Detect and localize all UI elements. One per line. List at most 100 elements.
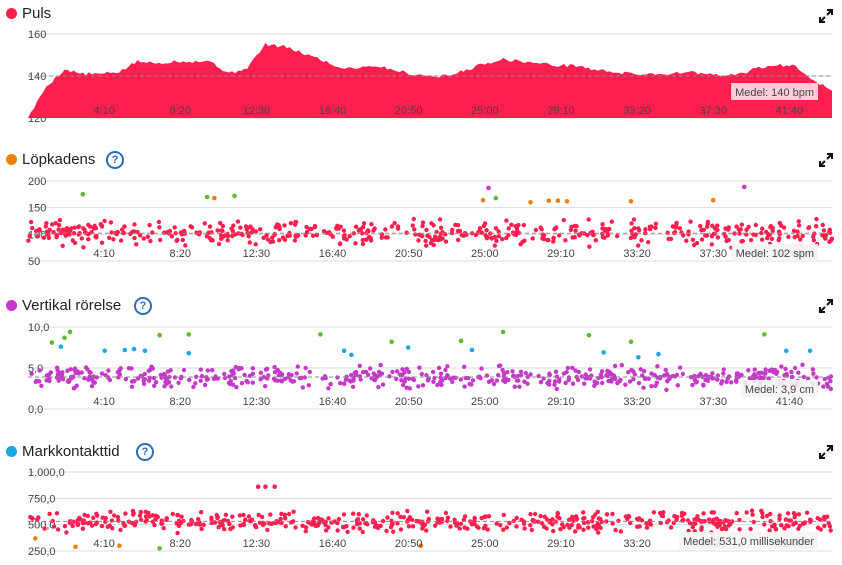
data-point (732, 231, 737, 236)
vertikal-legend-dot (6, 300, 17, 311)
data-point (256, 512, 261, 518)
data-point (637, 524, 642, 529)
data-point (347, 234, 352, 239)
data-point (105, 524, 111, 529)
data-point (106, 368, 111, 373)
expand-icon[interactable] (818, 152, 834, 168)
outlier-point (418, 543, 424, 548)
data-point (795, 233, 800, 239)
data-point (379, 371, 385, 376)
data-point (688, 375, 694, 380)
data-point (792, 365, 798, 371)
data-point (279, 511, 284, 516)
data-point (379, 235, 384, 240)
data-point (380, 382, 386, 387)
data-point (111, 237, 116, 242)
data-point (690, 382, 695, 388)
outlier-point (546, 198, 552, 203)
help-icon[interactable]: ? (136, 443, 154, 461)
data-point (179, 374, 184, 380)
data-point (514, 524, 519, 529)
outlier-point (628, 199, 634, 204)
data-point (272, 231, 277, 237)
data-point (512, 384, 517, 389)
data-point (300, 523, 305, 528)
outlier-point (255, 484, 261, 489)
data-point (86, 521, 91, 526)
data-point (55, 527, 61, 532)
data-point (337, 241, 343, 247)
data-point (172, 225, 177, 230)
outlier-point (469, 347, 475, 353)
data-point (378, 362, 383, 368)
help-icon[interactable]: ? (134, 297, 152, 315)
expand-icon[interactable] (818, 298, 834, 314)
data-point (438, 375, 443, 380)
data-point (652, 372, 657, 378)
data-point (58, 230, 63, 236)
data-point (642, 369, 647, 374)
data-point (627, 379, 633, 384)
data-point (175, 530, 180, 536)
data-point (310, 518, 316, 524)
data-point (452, 517, 457, 522)
outlier-point (157, 546, 162, 551)
data-point (399, 378, 404, 383)
data-point (501, 527, 506, 532)
data-point (604, 512, 610, 517)
data-point (432, 237, 437, 243)
data-point (216, 525, 221, 530)
outlier-point (102, 348, 107, 354)
data-point (753, 222, 758, 228)
data-point (56, 227, 61, 232)
vertikal-panel: Vertikal rörelse ? 10,0 5,0 0,0 4:10 8:20 12:… (0, 294, 842, 424)
data-point (53, 221, 58, 226)
help-icon[interactable]: ? (106, 151, 124, 169)
data-point (286, 372, 292, 377)
data-point (54, 511, 60, 516)
data-point (491, 381, 497, 387)
data-point (343, 377, 349, 382)
data-point (392, 220, 397, 226)
data-point (738, 227, 743, 232)
data-point (522, 526, 527, 531)
data-point (724, 379, 729, 385)
outlier-point (636, 355, 641, 360)
data-point (63, 233, 68, 238)
data-point (458, 521, 464, 526)
data-point (445, 518, 450, 524)
expand-icon[interactable] (818, 444, 834, 460)
data-point (404, 366, 410, 372)
data-point (591, 232, 596, 238)
outlier-point (500, 329, 506, 335)
expand-icon[interactable] (818, 8, 834, 24)
data-point (198, 367, 203, 372)
data-point (715, 235, 721, 240)
data-point (323, 528, 329, 533)
data-point (220, 228, 225, 233)
data-point (70, 523, 75, 529)
data-point (384, 528, 389, 534)
data-point (235, 219, 241, 224)
data-point (162, 230, 167, 235)
data-point (358, 377, 363, 382)
y-tick-label: 500,0 (28, 520, 56, 532)
data-point (552, 382, 557, 387)
data-point (814, 375, 819, 380)
data-point (796, 512, 802, 517)
data-point (573, 228, 578, 233)
data-point (462, 525, 467, 530)
x-tick-label: 4:10 (93, 105, 114, 117)
data-point (550, 522, 555, 527)
data-point (618, 377, 623, 383)
data-point (178, 230, 184, 235)
outlier-point (33, 536, 38, 541)
outlier-point (349, 352, 354, 358)
data-point (702, 519, 707, 524)
data-point (230, 525, 235, 530)
data-point (108, 509, 113, 514)
data-point (350, 384, 356, 389)
data-point (158, 372, 163, 378)
data-point (557, 377, 562, 382)
markkontakt-chart: 1.000,0 750,0 500,0 250,0 4:10 8:20 12:30 16:40… (28, 467, 833, 558)
